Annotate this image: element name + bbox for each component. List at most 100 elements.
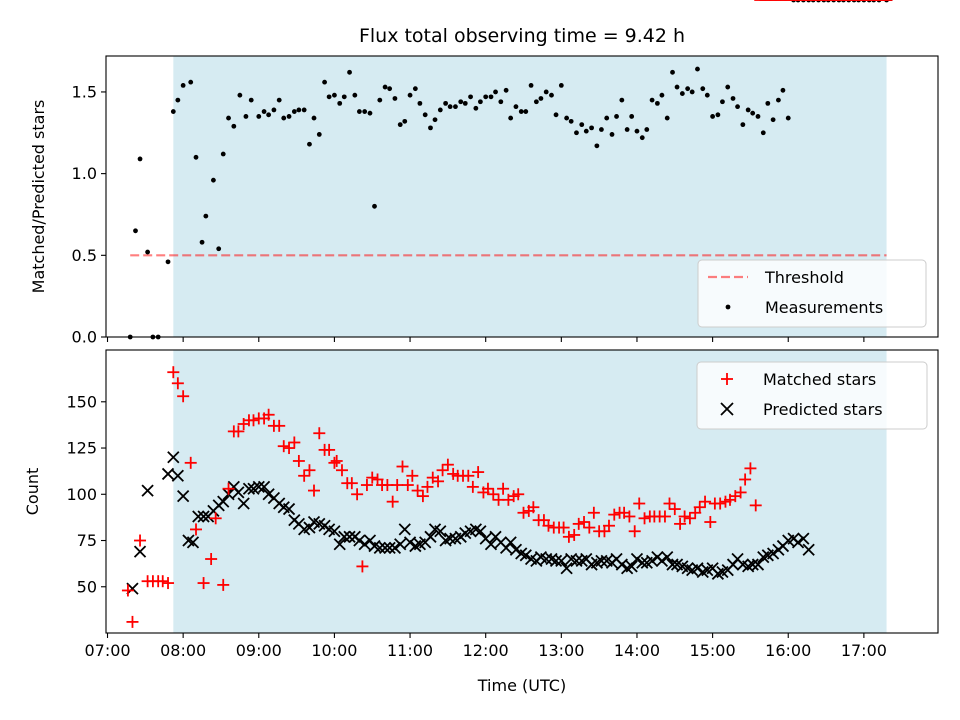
matched-star-point — [232, 425, 245, 438]
measurement-point — [735, 104, 740, 110]
predicted-star-point — [691, 562, 704, 575]
measurement-point — [261, 109, 267, 114]
measurement-point — [639, 135, 645, 141]
measurement-point — [199, 239, 205, 245]
predicted-star-point — [549, 554, 563, 567]
bottom-y-ticks: 50 75 100 125 150 — [66, 392, 106, 596]
predicted-star-point — [257, 480, 271, 494]
measurement-point — [523, 109, 529, 114]
matched-star-point — [217, 578, 230, 591]
measurement-point — [231, 123, 237, 129]
measurement-point — [188, 79, 194, 85]
measurement-point — [614, 114, 619, 119]
matched-star-point — [714, 497, 727, 510]
matched-star-point — [623, 510, 636, 523]
matched-star-point — [323, 443, 336, 456]
measurement-point — [700, 86, 706, 92]
predicted-star-point — [802, 543, 815, 556]
measurement-point — [654, 100, 660, 106]
measurement-point — [553, 112, 559, 118]
measurement-point — [594, 143, 600, 149]
predicted-star-point — [237, 497, 250, 510]
matched-star-point — [247, 414, 260, 427]
bottom-plot-frame — [105, 349, 939, 634]
matched-star-point — [542, 519, 555, 532]
measurements-legend-label: Measurements — [765, 298, 883, 317]
predicted-star-point — [504, 536, 517, 549]
measurement-point — [574, 130, 579, 136]
top-plot-frame — [105, 55, 939, 338]
matched-star-point — [608, 508, 621, 521]
matched-star-point — [351, 488, 364, 501]
measurement-points — [127, 0, 889, 340]
measurement-point — [715, 112, 721, 118]
matched-star-point — [298, 469, 311, 482]
x-tick-label: 14:00 — [614, 641, 660, 660]
matched-star-point — [628, 525, 641, 538]
measurement-point — [203, 213, 209, 219]
measurement-point — [311, 115, 317, 121]
matched-star-point — [441, 458, 454, 471]
bottom-y-tick-label: 150 — [66, 392, 97, 411]
matched-star-point — [303, 464, 316, 477]
predicted-star-point — [232, 486, 245, 499]
measurement-point — [276, 97, 282, 103]
bottom-panel: 50 75 100 125 150 07:00 08:00 09:00 10:00 11:00 1… — [23, 0, 939, 695]
matched-star-point — [562, 530, 575, 543]
measurement-point — [664, 115, 670, 121]
matched-star-point — [313, 427, 326, 440]
matched-legend-label: Matched stars — [763, 370, 876, 389]
predicted-star-point — [161, 467, 175, 481]
measurement-point — [332, 92, 337, 98]
measurement-point — [604, 115, 610, 121]
measurement-point — [367, 110, 373, 116]
matched-star-point — [177, 390, 190, 403]
measurement-point — [776, 97, 781, 103]
bottom-y-tick-label: 50 — [77, 577, 97, 596]
predicted-star-point — [217, 495, 230, 508]
matched-star-point — [421, 480, 434, 493]
measurement-point — [307, 141, 312, 147]
matched-star-point — [288, 436, 301, 449]
matched-star-point — [668, 503, 681, 516]
measurement-point — [281, 115, 287, 121]
measurement-point — [326, 94, 332, 100]
matched-star-point — [335, 464, 348, 477]
predicted-star-point — [186, 536, 200, 549]
measurement-point — [513, 104, 519, 110]
predicted-star-point — [338, 530, 351, 543]
matched-star-point — [674, 517, 687, 530]
x-tick-label: 15:00 — [690, 641, 736, 660]
x-tick-label: 17:00 — [841, 641, 887, 660]
chart-title: Flux total observing time = 9.42 h — [359, 25, 685, 47]
measurement-point — [473, 105, 479, 111]
matched-star-point — [273, 419, 286, 432]
predicted-star-point — [615, 558, 628, 571]
x-tick-label: 11:00 — [387, 641, 433, 660]
matched-star-point — [121, 584, 134, 597]
measurement-point — [216, 246, 222, 252]
matched-star-point — [386, 495, 399, 508]
matched-star-point — [749, 499, 762, 512]
matched-star-point — [308, 484, 320, 497]
predicted-star-point — [630, 552, 644, 566]
measurement-point — [296, 107, 302, 113]
measurement-point — [543, 89, 549, 95]
matched-star-point — [345, 477, 358, 490]
measurement-point — [493, 89, 498, 95]
measurement-point — [498, 99, 504, 105]
measurement-point — [533, 99, 539, 105]
measurement-point — [256, 114, 262, 119]
predicted-star-point — [474, 525, 487, 538]
matched-star-point — [663, 497, 676, 510]
matched-star-point — [416, 490, 429, 503]
predicted-star-point — [141, 484, 154, 497]
top-y-tick-label: 1.5 — [72, 82, 97, 101]
matched-star-point — [587, 506, 600, 519]
matched-star-point — [356, 560, 369, 573]
predicted-star-point — [625, 560, 638, 573]
predicted-star-point — [751, 558, 765, 571]
matched-star-point — [638, 512, 651, 525]
measurement-point — [770, 117, 776, 123]
matched-star-point — [517, 506, 530, 519]
